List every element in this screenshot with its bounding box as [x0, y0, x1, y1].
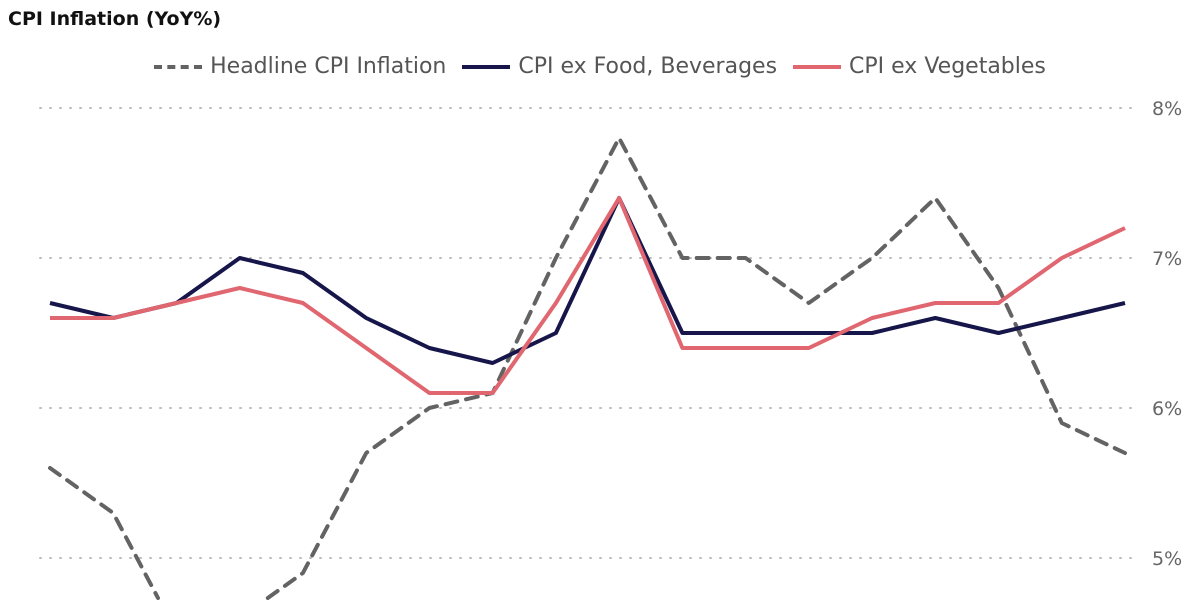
y-tick-label: 6%	[1152, 398, 1182, 420]
legend: Headline CPI Inflation CPI ex Food, Beve…	[0, 54, 1200, 79]
legend-item-ex-veg[interactable]: CPI ex Vegetables	[793, 54, 1046, 79]
legend-swatch-headline	[154, 64, 203, 69]
series-line-1[interactable]	[49, 196, 1126, 365]
legend-swatch-ex-veg	[793, 64, 842, 69]
series-line-0[interactable]	[265, 136, 1127, 600]
legend-label-ex-veg: CPI ex Vegetables	[849, 54, 1046, 79]
chart-title: CPI Inflation (YoY%)	[8, 8, 222, 30]
series-line-0[interactable]	[48, 466, 160, 600]
y-tick-label: 7%	[1152, 248, 1182, 270]
legend-swatch-ex-food	[462, 64, 511, 69]
y-tick-label: 5%	[1152, 548, 1182, 570]
legend-label-headline: Headline CPI Inflation	[210, 54, 447, 79]
series-line-2[interactable]	[50, 196, 1126, 395]
legend-item-headline[interactable]: Headline CPI Inflation	[154, 54, 446, 79]
legend-label-ex-food: CPI ex Food, Beverages	[518, 54, 778, 79]
y-tick-label: 8%	[1152, 98, 1182, 120]
legend-item-ex-food[interactable]: CPI ex Food, Beverages	[462, 54, 777, 79]
